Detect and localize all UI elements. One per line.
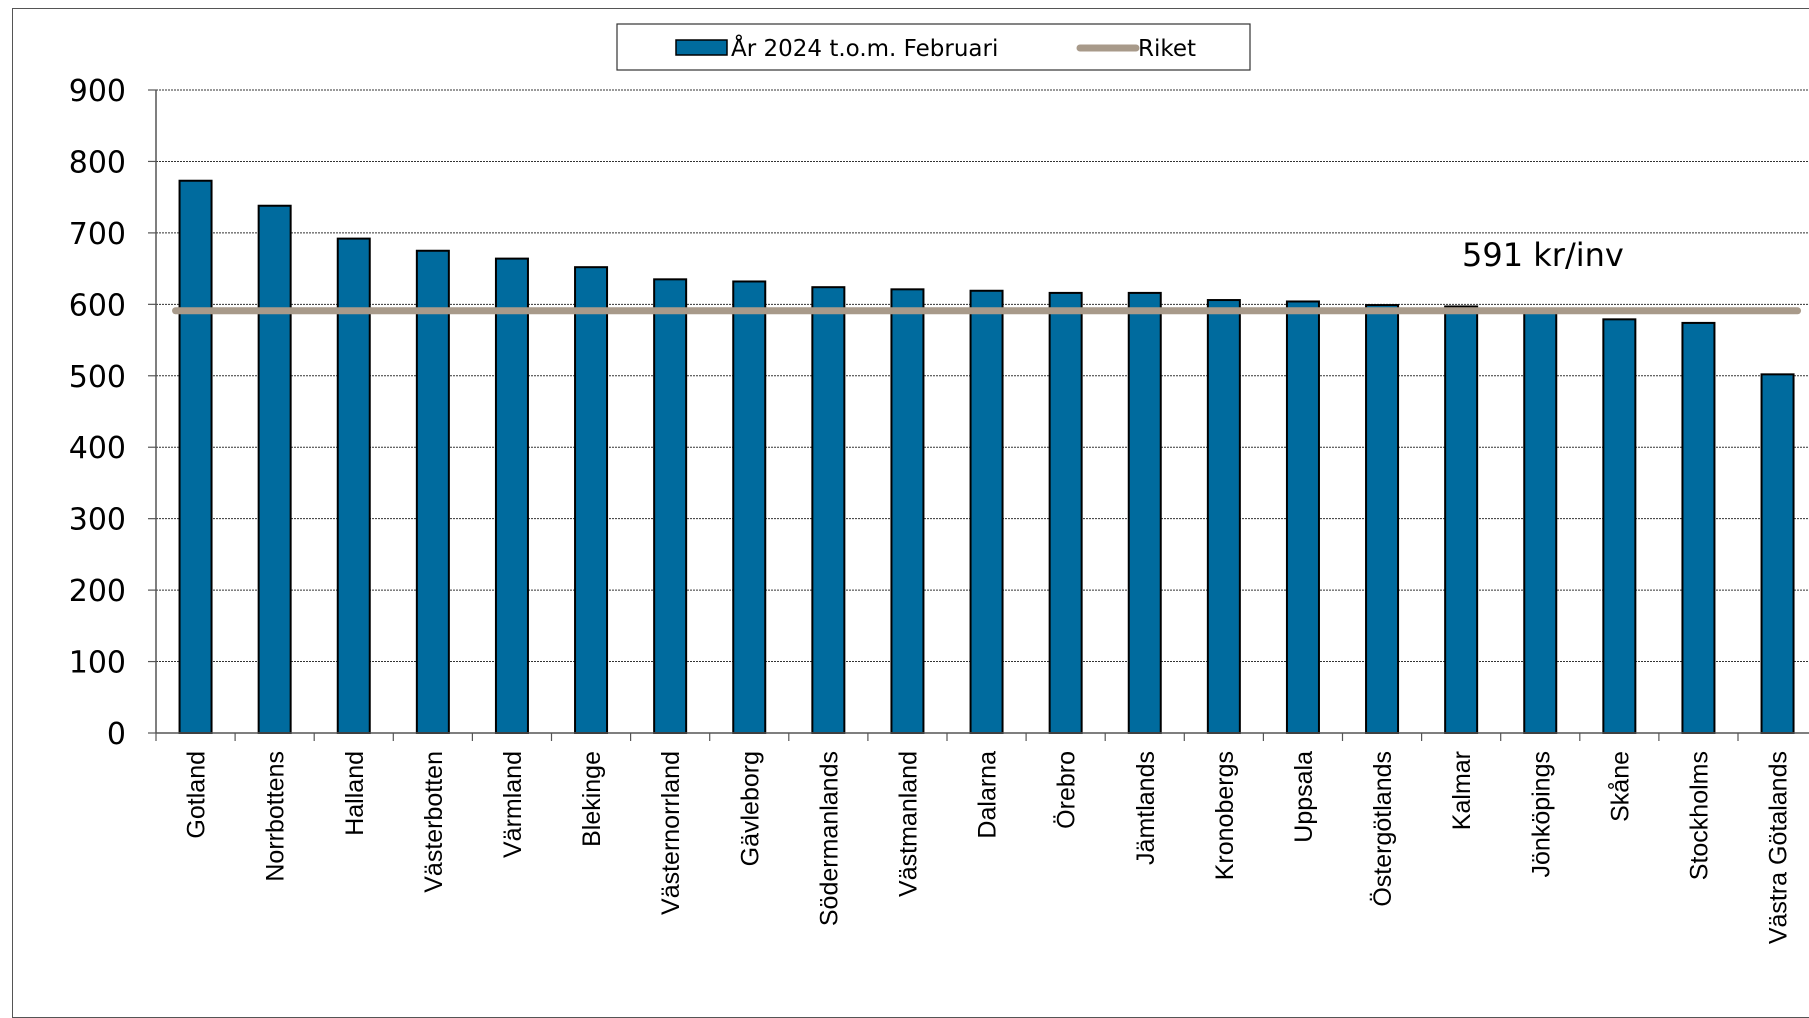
x-tick-label: Dalarna (974, 751, 1002, 839)
y-tick-label: 800 (69, 145, 126, 180)
x-tick-label: Kronobergs (1211, 751, 1239, 880)
x-tick-label: Gävleborg (736, 751, 764, 866)
bar (415, 249, 450, 734)
x-tick-label: Kalmar (1448, 751, 1476, 830)
legend-swatch-bar (675, 39, 728, 56)
x-axis: Gotland Norrbottens Halland Västerbotten Vär… (155, 732, 1809, 944)
bar (811, 286, 846, 734)
x-tick-label: Västernorrland (657, 751, 685, 915)
bar (178, 179, 213, 735)
x-tick-label: Örebro (1053, 751, 1081, 829)
x-tick-label: Halland (341, 751, 369, 836)
bar (1206, 299, 1241, 734)
x-tick-label: Västerbotten (420, 751, 448, 893)
x-tick-label: Gotland (183, 751, 211, 839)
x-tick-label: Jämtlands (1132, 751, 1160, 865)
legend-label-bars: År 2024 t.o.m. Februari (731, 34, 998, 62)
bar (1523, 307, 1558, 734)
y-tick-label: 900 (69, 74, 126, 109)
bar (574, 266, 609, 734)
bar (890, 288, 925, 734)
y-tick-label: 600 (69, 288, 126, 323)
bar (653, 278, 688, 734)
y-tick-label: 400 (69, 431, 126, 466)
bar (969, 289, 1004, 734)
bar (1048, 291, 1083, 734)
legend-label-line: Riket (1138, 36, 1196, 62)
y-tick-label: 500 (69, 360, 126, 395)
x-tick-label: Jönköpings (1527, 751, 1555, 877)
bars (178, 179, 1795, 735)
bar (494, 257, 529, 734)
x-tick-label: Östergötlands (1369, 751, 1397, 907)
bar (336, 237, 371, 735)
x-tick-label: Västmanland (894, 751, 922, 897)
bar (1127, 291, 1162, 734)
bar (1444, 305, 1479, 734)
bar (1681, 321, 1716, 734)
y-axis: 0 100 200 300 400 500 600 700 800 900 (69, 74, 157, 752)
bar (1365, 304, 1400, 734)
reference-line-annotation: 591 kr/inv (1462, 236, 1624, 274)
bar (1285, 300, 1320, 734)
x-tick-label: Blekinge (578, 751, 606, 847)
y-tick-label: 200 (69, 574, 126, 609)
bar (1760, 373, 1795, 734)
x-tick-label: Västra Götalands (1765, 751, 1793, 944)
bar (732, 280, 767, 734)
y-tick-label: 300 (69, 503, 126, 538)
y-tick-label: 100 (69, 646, 126, 681)
y-tick-label: 0 (107, 717, 126, 752)
x-tick-label: Uppsala (1290, 751, 1318, 843)
legend: År 2024 t.o.m. Februari Riket (616, 23, 1251, 71)
x-tick-label: Stockholms (1685, 751, 1713, 880)
bar (1602, 318, 1637, 734)
x-tick-label: Skåne (1606, 751, 1634, 822)
x-tick-label: Värmland (499, 751, 527, 858)
y-tick-label: 700 (69, 217, 126, 252)
bar (257, 204, 292, 735)
x-tick-label: Norrbottens (262, 751, 290, 882)
x-tick-label: Södermanlands (815, 751, 843, 926)
